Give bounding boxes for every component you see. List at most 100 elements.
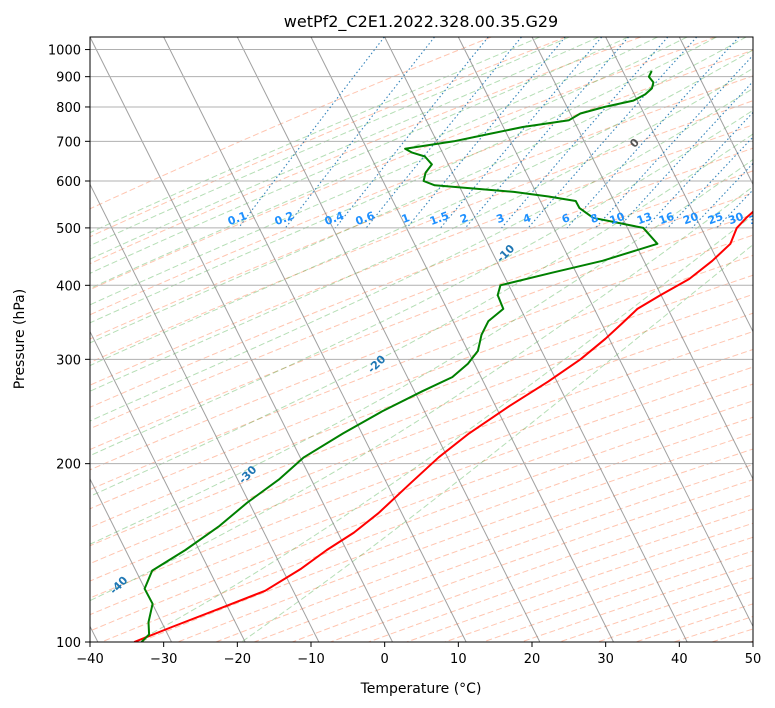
dry-adiabat-line [90,37,492,210]
isotherm-line [457,37,753,628]
x-tick-label: 30 [597,652,614,667]
dry-adiabat-line [90,170,753,430]
dry-adiabat-line [90,192,753,451]
y-tick-label: 500 [56,222,81,237]
mixing-ratio-label: 8 [589,211,601,226]
isotherm-label: 0 [627,136,642,151]
moist-adiabat-line [90,87,753,422]
mixing-ratio-label: 0.1 [226,209,249,228]
x-tick-label: −10 [297,652,324,667]
x-axis-label: Temperature (°C) [360,681,482,697]
dry-adiabat-line [90,348,753,599]
dry-adiabat-line [482,550,753,642]
dry-adiabat-line [330,493,753,642]
isotherm-label: -20 [365,352,388,375]
background-lines [90,37,775,642]
dry-adiabat-line [90,49,753,316]
mixing-ratio-label: 10 [608,210,627,228]
isotherm-line [90,183,320,642]
dry-adiabat-line [90,366,753,616]
moist-adiabat-line [90,37,658,289]
y-axis-label: Pressure (hPa) [12,289,28,389]
mixing-ratio-line [238,37,385,229]
mixing-ratio-line [406,37,566,229]
sounding-profiles [133,70,753,642]
moist-adiabat-line [241,243,753,642]
mixing-ratio-line [334,37,489,229]
x-tick-label: −30 [150,652,177,667]
x-tick-label: −40 [76,652,103,667]
dry-adiabat-line [90,124,753,386]
plot-frame [89,36,754,643]
moist-adiabat-line [90,37,540,234]
mixing-ratio-line [691,162,753,229]
mixing-ratio-label: 25 [706,210,725,227]
profile-line-0 [133,210,753,642]
dry-adiabat-line [750,640,753,642]
plot-area: 0.1 0.2 0.4 0.6 1 1.5 2 3 4 6 8 10 13 16 20 25 30 36-40-3… [90,37,775,642]
isotherm-line [605,37,753,333]
dry-adiabat-line [521,564,753,642]
y-tick-label: 400 [56,279,81,294]
mixing-ratio-label: 30 [727,210,746,228]
mixing-ratio-label: 0.6 [354,209,377,228]
mixing-ratio-label: 16 [657,210,676,228]
mixing-ratio-label: 2 [458,211,470,226]
dry-adiabat-line [90,37,567,238]
mixing-ratio-label: 1 [400,211,412,226]
dry-adiabat-line [90,100,753,363]
dry-adiabat-line [90,234,753,491]
mixing-ratio-line [527,37,698,229]
moist-adiabat-line [90,37,629,274]
isotherm-line [531,37,753,481]
mixing-ratio-line [736,210,753,229]
y-tick-label: 800 [56,101,81,116]
dry-adiabat-line [90,312,753,565]
dry-adiabat-line [90,37,641,265]
dry-adiabat-line [215,448,753,642]
axes: −40 −30 −20 −10 0 10 20 30 40 5010020030040050060… [48,44,761,667]
moist-adiabat-line [90,186,753,602]
isotherm-line [678,37,753,186]
moist-adiabat-line [90,37,688,306]
dry-adiabat-line [90,75,753,340]
isotherm-line [236,37,541,642]
mixing-ratio-label: 6 [560,211,572,226]
x-tick-label: 50 [745,652,762,667]
isotherm-line [90,37,393,642]
dry-adiabat-line [177,432,753,642]
moist-adiabat-line [90,109,753,457]
dry-adiabat-line [635,603,753,642]
dry-adiabat-line [90,147,753,408]
mixing-ratio-line [758,37,775,228]
mixing-ratio-label: 0.4 [323,209,346,228]
isotherm-line [752,37,753,39]
x-tick-label: 20 [524,652,541,667]
profile-line-1 [140,70,659,642]
mixing-ratio-label: 4 [521,211,533,226]
mixing-ratio-line [667,136,753,229]
x-tick-label: −20 [224,652,251,667]
y-tick-label: 300 [56,353,81,368]
mixing-ratio-label: 36 [747,210,766,228]
moist-adiabat-line [90,158,753,545]
isotherm-line [310,37,614,642]
y-tick-label: 900 [56,71,81,86]
moist-adiabat-line [90,49,753,367]
isotherm-line [384,37,688,642]
dry-adiabat-line [90,274,753,529]
y-tick-label: 600 [56,175,81,190]
mixing-ratio-label: 1.5 [428,209,451,228]
isotherm-line [163,37,467,642]
dry-adiabat-line [90,293,753,547]
mixing-ratio-line [464,37,630,229]
mixing-ratio-label: 0.2 [273,209,296,228]
chart-title: wetPf2_C2E1.2022.328.00.35.G29 [284,12,558,32]
mixing-ratio-label: 3 [495,211,507,226]
mixing-ratio-line [440,37,603,229]
mixing-ratio-line [501,37,669,229]
y-tick-label: 100 [56,636,81,651]
dry-adiabat-line [90,254,753,510]
mixing-ratio-label: 13 [635,210,654,227]
